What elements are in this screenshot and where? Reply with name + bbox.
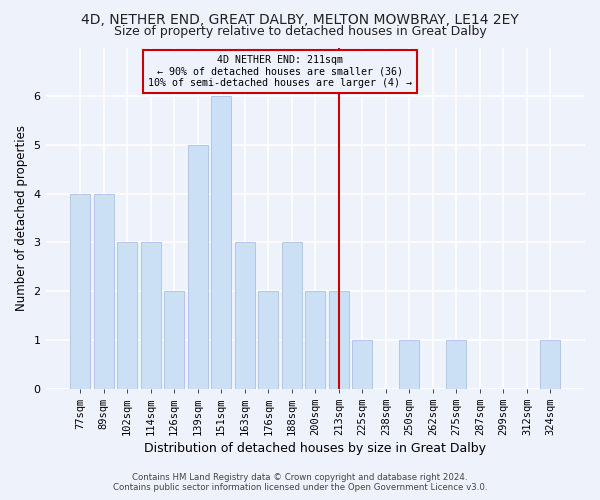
Bar: [541, 340, 560, 388]
Text: 4D, NETHER END, GREAT DALBY, MELTON MOWBRAY, LE14 2EY: 4D, NETHER END, GREAT DALBY, MELTON MOWB…: [81, 12, 519, 26]
Bar: [400, 340, 419, 388]
Bar: [188, 145, 208, 388]
X-axis label: Distribution of detached houses by size in Great Dalby: Distribution of detached houses by size …: [144, 442, 486, 455]
Bar: [446, 340, 466, 388]
Bar: [235, 242, 255, 388]
Bar: [117, 242, 137, 388]
Bar: [282, 242, 302, 388]
Bar: [305, 291, 325, 388]
Y-axis label: Number of detached properties: Number of detached properties: [15, 125, 28, 311]
Bar: [140, 242, 161, 388]
Bar: [329, 291, 349, 388]
Bar: [211, 96, 231, 388]
Bar: [164, 291, 184, 388]
Text: Size of property relative to detached houses in Great Dalby: Size of property relative to detached ho…: [113, 25, 487, 38]
Bar: [258, 291, 278, 388]
Text: 4D NETHER END: 211sqm
← 90% of detached houses are smaller (36)
10% of semi-deta: 4D NETHER END: 211sqm ← 90% of detached …: [148, 55, 412, 88]
Text: Contains HM Land Registry data © Crown copyright and database right 2024.
Contai: Contains HM Land Registry data © Crown c…: [113, 473, 487, 492]
Bar: [352, 340, 373, 388]
Bar: [94, 194, 113, 388]
Bar: [70, 194, 90, 388]
